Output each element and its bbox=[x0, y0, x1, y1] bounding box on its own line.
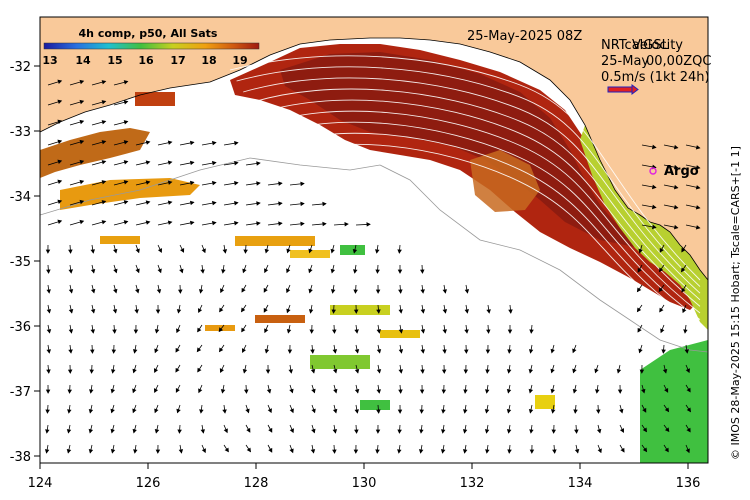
y-tick-label: -32 bbox=[10, 60, 31, 75]
warm-fleck-b bbox=[235, 236, 315, 246]
x-tick-label: 134 bbox=[568, 476, 593, 491]
green-fleck-a bbox=[310, 355, 370, 369]
green-fleck-b bbox=[340, 245, 365, 255]
velocity-scale-label: 0.5m/s (1kt 24h) bbox=[601, 70, 710, 85]
y-tick-label: -37 bbox=[10, 385, 31, 400]
x-tick-label: 126 bbox=[136, 476, 161, 491]
yellow-fleck-d bbox=[535, 395, 555, 409]
x-tick-label: 130 bbox=[352, 476, 377, 491]
x-tick-label: 128 bbox=[244, 476, 269, 491]
y-axis: -32 -33 -34 -35 -36 -37 -38 bbox=[10, 60, 40, 465]
x-tick-label: 132 bbox=[460, 476, 485, 491]
velocity-title-label: Velocity bbox=[632, 38, 683, 53]
x-tick-label: 136 bbox=[676, 476, 701, 491]
x-tick-label: 124 bbox=[28, 476, 53, 491]
colorbar-tick-label: 15 bbox=[107, 54, 122, 67]
x-axis: 124 126 128 130 132 134 136 bbox=[28, 463, 701, 491]
y-tick-label: -38 bbox=[10, 450, 31, 465]
warm-fleck-north bbox=[135, 92, 175, 106]
colorbar-tick-label: 13 bbox=[42, 54, 57, 67]
colorbar-title: 4h comp, p50, All Sats bbox=[79, 27, 218, 40]
y-tick-label: -36 bbox=[10, 320, 31, 335]
yellow-fleck-b bbox=[330, 305, 390, 315]
warm-fleck-a bbox=[100, 236, 140, 244]
y-tick-label: -33 bbox=[10, 125, 31, 140]
colorbar-tick-label: 14 bbox=[75, 54, 91, 67]
colorbar-tick-label: 17 bbox=[170, 54, 185, 67]
map-timestamp: 25-May-2025 08Z bbox=[467, 29, 582, 44]
colorbar-gradient bbox=[44, 43, 259, 49]
velocity-date-label: 25-May bbox=[601, 54, 649, 69]
warm-fleck-c bbox=[255, 315, 305, 323]
credit-line: © IMOS 28-May-2025 15:15 Hobart; Tscale=… bbox=[729, 146, 742, 460]
colorbar-tick-label: 18 bbox=[201, 54, 216, 67]
y-tick-label: -35 bbox=[10, 255, 31, 270]
colorbar-tick-label: 16 bbox=[138, 54, 154, 67]
argo-label: Argo bbox=[664, 164, 699, 179]
y-tick-label: -34 bbox=[10, 190, 31, 205]
velocity-time-label: 00,00ZQC bbox=[646, 54, 711, 69]
colorbar-tick-label: 19 bbox=[232, 54, 247, 67]
green-fleck-c bbox=[360, 400, 390, 410]
